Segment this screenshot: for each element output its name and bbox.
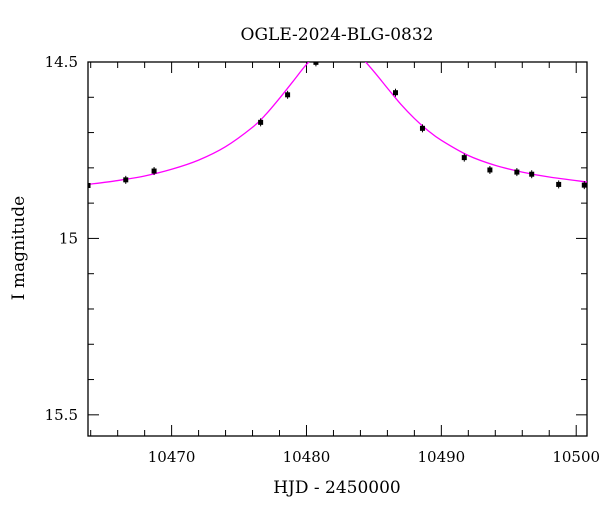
data-point <box>529 171 535 177</box>
data-point <box>285 92 291 98</box>
data-point <box>581 182 587 188</box>
data-point <box>258 119 264 125</box>
x-tick-label: 10480 <box>283 448 331 466</box>
x-axis-label: HJD - 2450000 <box>273 478 401 498</box>
data-point <box>514 169 520 175</box>
x-tick-label: 10470 <box>148 448 196 466</box>
data-point <box>419 125 425 131</box>
model-curve <box>88 62 587 186</box>
data-point <box>123 177 129 183</box>
data-point <box>151 168 157 174</box>
data-point <box>461 155 467 161</box>
y-tick-label: 14.5 <box>45 53 78 71</box>
plot-frame <box>87 61 588 437</box>
plot-area: 10470 10480 10490 10500 14.5 15 15.5 <box>45 53 600 466</box>
data-point <box>556 181 562 187</box>
chart-title: OGLE-2024-BLG-0832 <box>241 25 434 45</box>
data-point <box>88 182 91 188</box>
x-tick-label: 10490 <box>417 448 465 466</box>
y-axis-label: I magnitude <box>9 196 29 300</box>
x-tick-label: 10500 <box>552 448 600 466</box>
data-point <box>487 167 493 173</box>
y-tick-label: 15.5 <box>45 406 78 424</box>
data-point <box>392 90 398 96</box>
data-point <box>313 62 319 65</box>
y-tick-label: 15 <box>59 229 78 247</box>
